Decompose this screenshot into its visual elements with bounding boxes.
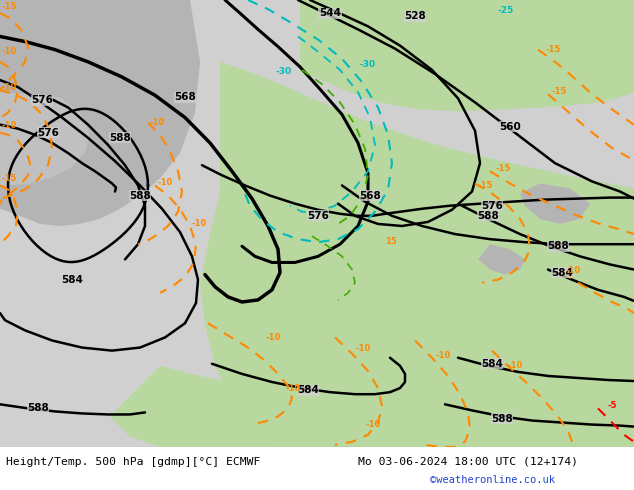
Polygon shape bbox=[478, 244, 525, 274]
Text: 588: 588 bbox=[27, 403, 49, 414]
Text: -30: -30 bbox=[275, 67, 291, 76]
Text: -15: -15 bbox=[2, 2, 17, 11]
Polygon shape bbox=[0, 92, 90, 185]
Text: -10: -10 bbox=[365, 419, 380, 429]
Text: -10: -10 bbox=[192, 219, 207, 228]
Text: Mo 03-06-2024 18:00 UTC (12+174): Mo 03-06-2024 18:00 UTC (12+174) bbox=[358, 457, 578, 467]
Text: 544: 544 bbox=[319, 8, 341, 18]
Text: 584: 584 bbox=[297, 385, 319, 395]
Polygon shape bbox=[200, 62, 634, 447]
Polygon shape bbox=[110, 366, 634, 447]
Text: -30: -30 bbox=[360, 60, 376, 69]
Text: -10: -10 bbox=[265, 334, 280, 343]
Text: 576: 576 bbox=[31, 96, 53, 105]
Text: 588: 588 bbox=[547, 241, 569, 251]
Text: -15: -15 bbox=[552, 87, 567, 96]
Text: -15: -15 bbox=[495, 164, 510, 173]
Text: -15: -15 bbox=[545, 45, 560, 54]
Text: -10: -10 bbox=[150, 118, 165, 126]
Text: -10: -10 bbox=[508, 361, 523, 370]
Text: -10: -10 bbox=[565, 266, 580, 274]
Text: 528: 528 bbox=[404, 11, 426, 21]
Text: -15: -15 bbox=[2, 174, 17, 183]
Text: -10: -10 bbox=[435, 351, 450, 360]
Text: 576: 576 bbox=[307, 211, 329, 221]
Text: -10: -10 bbox=[2, 47, 17, 56]
Text: Height/Temp. 500 hPa [gdmp][°C] ECMWF: Height/Temp. 500 hPa [gdmp][°C] ECMWF bbox=[6, 457, 261, 467]
Polygon shape bbox=[300, 0, 634, 111]
Text: 588: 588 bbox=[109, 133, 131, 143]
Text: -10: -10 bbox=[285, 384, 301, 393]
Text: -10: -10 bbox=[2, 83, 17, 92]
Text: -5: -5 bbox=[608, 401, 618, 410]
Text: 15: 15 bbox=[385, 237, 397, 246]
Text: -15: -15 bbox=[478, 181, 493, 191]
Polygon shape bbox=[520, 183, 590, 224]
Text: 568: 568 bbox=[174, 92, 196, 102]
Text: -10: -10 bbox=[355, 343, 370, 353]
Text: 588: 588 bbox=[129, 191, 151, 200]
Text: 560: 560 bbox=[499, 122, 521, 132]
Polygon shape bbox=[0, 0, 634, 447]
Text: -10: -10 bbox=[2, 121, 17, 130]
Polygon shape bbox=[0, 0, 200, 226]
Text: ©weatheronline.co.uk: ©weatheronline.co.uk bbox=[430, 475, 555, 485]
Text: 584: 584 bbox=[61, 275, 83, 285]
Text: 584: 584 bbox=[481, 359, 503, 369]
Text: 576: 576 bbox=[481, 201, 503, 211]
Text: 588: 588 bbox=[491, 414, 513, 423]
Text: 584: 584 bbox=[551, 268, 573, 278]
Text: 588: 588 bbox=[477, 211, 499, 221]
Text: -10: -10 bbox=[158, 178, 173, 188]
Text: 568: 568 bbox=[359, 191, 381, 200]
Text: -25: -25 bbox=[498, 6, 514, 15]
Text: 576: 576 bbox=[37, 128, 59, 138]
